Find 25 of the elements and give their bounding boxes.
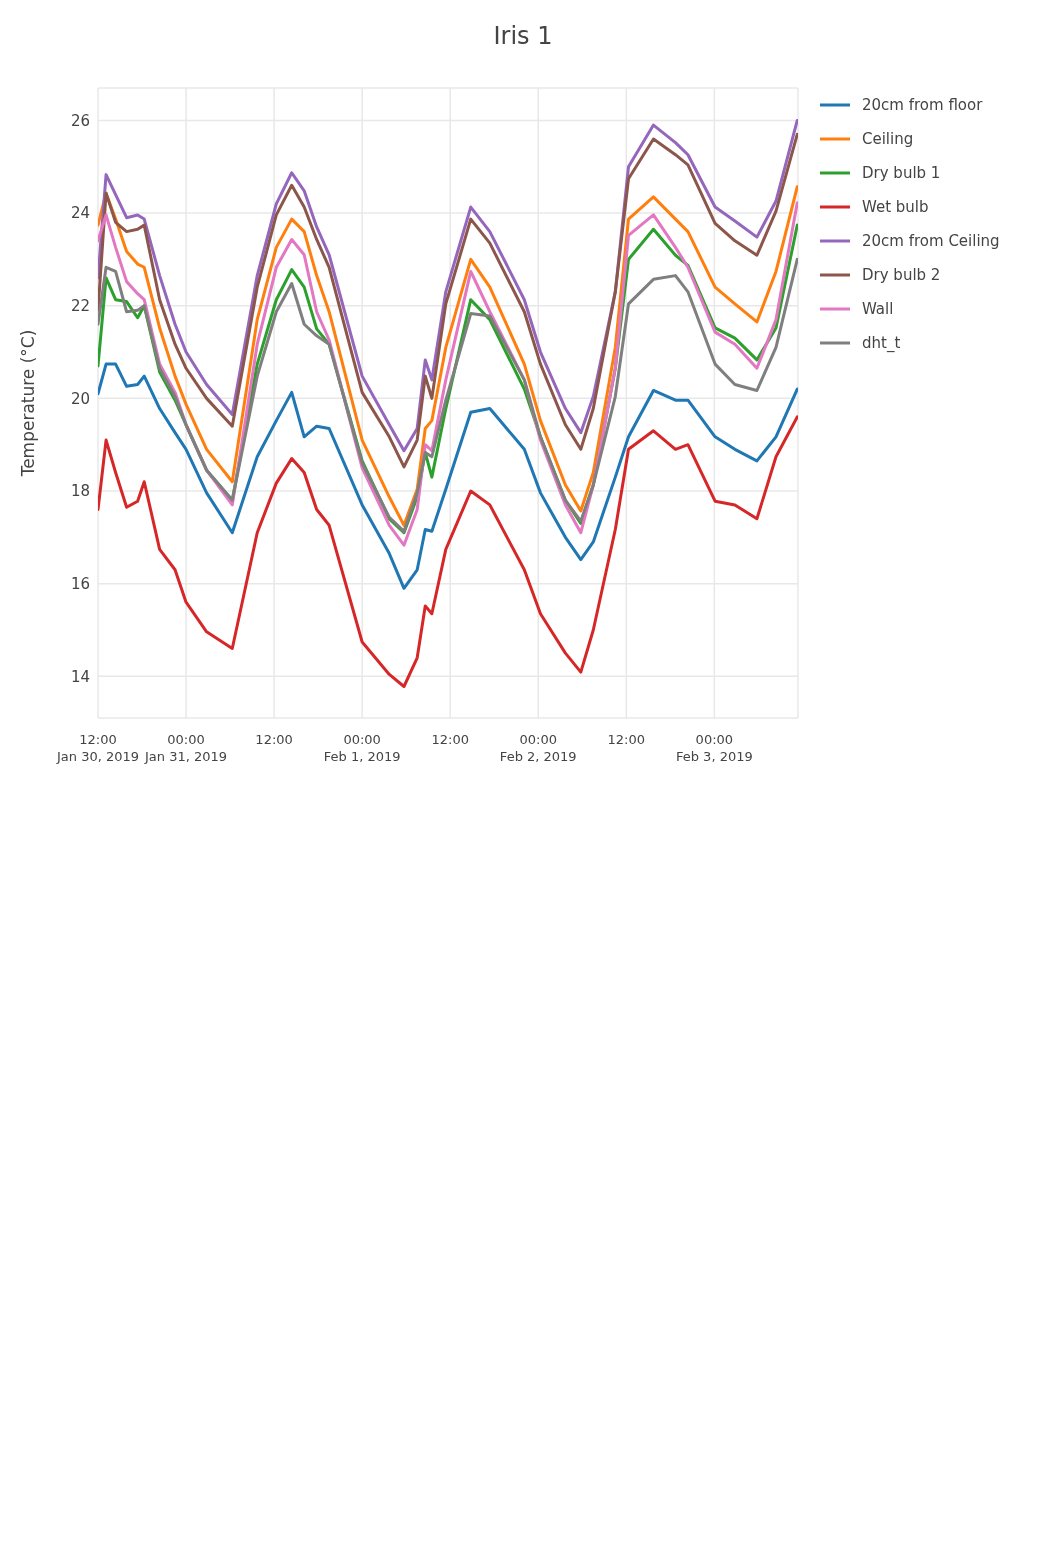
x-tick-label: 00:00 Jan 31, 2019 <box>144 732 228 764</box>
x-tick-label: 12:00 <box>607 732 646 747</box>
legend-label: dht_t <box>862 334 901 352</box>
y-tick-label: 20 <box>70 389 90 408</box>
x-tick-label: 00:00 Feb 1, 2019 <box>323 732 401 764</box>
y-tick-label: 18 <box>70 482 90 501</box>
y-tick-label: 22 <box>70 297 90 316</box>
chart-title: Iris 1 <box>492 22 554 50</box>
legend-label: 20cm from Ceiling <box>862 232 1000 250</box>
x-tick-label: 12:00 <box>431 732 469 747</box>
x-tick-label: 00:00 Feb 2, 2019 <box>499 732 577 764</box>
legend-label: Dry bulb 1 <box>862 164 941 182</box>
x-tick-label: 12:00 Jan 30, 2019 <box>55 732 140 764</box>
legend-label: Dry bulb 2 <box>862 266 941 284</box>
x-tick-label: 12:00 <box>255 732 293 747</box>
y-tick-label: 14 <box>70 667 90 686</box>
legend-label: Ceiling <box>862 130 914 148</box>
legend-label: 20cm from floor <box>862 96 983 114</box>
y-tick-label: 26 <box>70 111 90 130</box>
y-tick-label: 16 <box>70 574 90 593</box>
y-axis-title: Temperature (°C) <box>18 329 39 478</box>
x-tick-label: 00:00 Feb 3, 2019 <box>675 732 753 764</box>
legend-label: Wall <box>862 300 894 318</box>
y-tick-label: 24 <box>70 204 90 223</box>
legend-label: Wet bulb <box>862 198 929 216</box>
